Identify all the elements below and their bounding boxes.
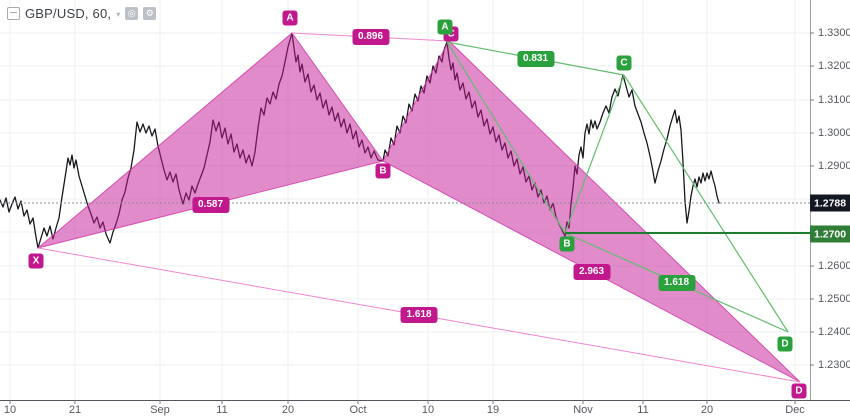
chart-legend: GBP/USD, 60, ▾ ◎ ⚙ (7, 6, 157, 21)
pattern-point-badge-b[interactable]: B (375, 163, 391, 179)
xabcd-pattern-fill[interactable] (382, 40, 801, 383)
abcd-pattern-line[interactable] (564, 74, 625, 234)
pattern-point-badge-x[interactable]: X (28, 253, 44, 269)
y-axis-label: 1.2600 (818, 260, 850, 272)
pattern-point-badge-green-c[interactable]: C (616, 55, 632, 71)
pattern-point-badge-green-a[interactable]: A (437, 19, 453, 35)
price-badge-level: 1.2700 (810, 225, 850, 243)
y-axis-label: 1.3200 (818, 60, 850, 72)
ratio-badge-green-0-831[interactable]: 0.831 (516, 50, 555, 67)
pattern-point-badge-a[interactable]: A (282, 10, 298, 26)
x-axis-label: Dec (785, 404, 805, 416)
x-axis-label: Nov (573, 404, 593, 416)
x-axis-label: Sep (150, 404, 170, 416)
y-axis-label: 1.3100 (818, 94, 850, 106)
xabcd-pattern-fill[interactable] (37, 32, 384, 249)
collapse-icon[interactable] (7, 7, 20, 20)
x-axis-label: 20 (281, 404, 295, 416)
ratio-badge-green-1-618[interactable]: 1.618 (657, 274, 696, 291)
y-axis-label: 1.2500 (818, 293, 850, 305)
settings-gear-icon[interactable]: ⚙ (143, 7, 157, 20)
abcd-pattern-line[interactable] (446, 41, 566, 234)
ratio-badge-0-896[interactable]: 0.896 (351, 29, 390, 45)
y-axis-label: 1.3000 (818, 127, 850, 139)
x-axis-label: 11 (216, 404, 228, 416)
ratio-badge-2-963[interactable]: 2.963 (572, 263, 611, 280)
x-axis-label: 10 (3, 404, 17, 416)
x-axis-label: 20 (700, 404, 714, 416)
y-axis-label: 1.2300 (818, 359, 850, 371)
pattern-point-badge-green-b[interactable]: B (559, 236, 575, 252)
y-axis-label: 1.2900 (818, 160, 850, 172)
x-axis-label: 19 (486, 404, 500, 416)
chevron-down-icon[interactable]: ▾ (116, 10, 121, 19)
price-badge-last: 1.2788 (810, 194, 850, 212)
x-axis-label: 21 (68, 404, 82, 416)
ratio-badge-1-618[interactable]: 1.618 (400, 307, 438, 323)
pattern-point-badge-green-d[interactable]: D (777, 336, 793, 352)
pattern-point-badge-d[interactable]: D (791, 383, 807, 399)
y-axis-label: 1.3300 (818, 27, 850, 39)
visibility-icon[interactable]: ◎ (125, 7, 139, 20)
x-axis-label: 11 (637, 404, 649, 416)
symbol-title[interactable]: GBP/USD, 60, (25, 6, 112, 21)
ratio-badge-0-587[interactable]: 0.587 (191, 196, 230, 213)
x-axis-label: 10 (421, 404, 435, 416)
y-axis-label: 1.2400 (818, 326, 850, 338)
x-axis-label: Oct (349, 404, 367, 416)
